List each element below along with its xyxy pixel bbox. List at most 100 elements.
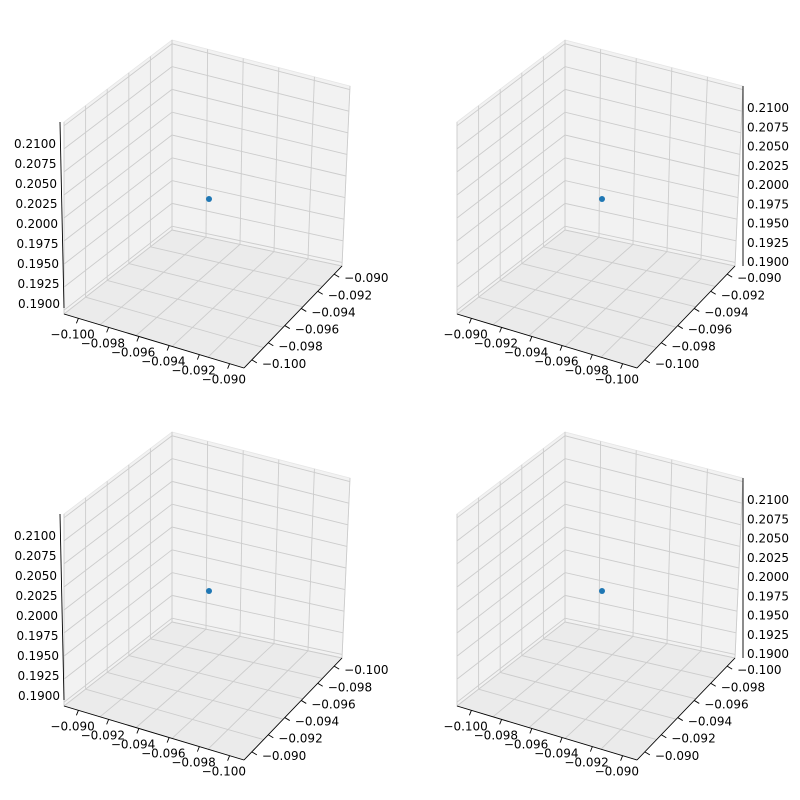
subplot-2: −0.090−0.092−0.094−0.096−0.098−0.100−0.1…: [443, 39, 789, 387]
y-tick-label: −0.098: [278, 340, 322, 354]
x-tick-label: −0.092: [564, 756, 608, 770]
x-tick-label: −0.098: [564, 364, 608, 378]
y-tick-mark: [333, 665, 340, 670]
x-axis-line: [63, 705, 245, 761]
data-point: [599, 196, 605, 202]
z-grid-line: [456, 225, 736, 311]
floor-grid-line: [543, 638, 716, 679]
y-tick-label: −0.094: [688, 715, 732, 729]
y-tick-mark: [301, 700, 307, 704]
x-tick-label: −0.090: [443, 327, 487, 341]
floor-grid-line: [492, 236, 600, 326]
z-grid-line: [63, 88, 349, 173]
x-tick-mark: [499, 327, 503, 333]
floor-grid-line: [171, 643, 275, 739]
x-tick-label: −0.090: [202, 373, 246, 387]
z-tick-label: 0.2000: [16, 217, 58, 231]
floor-grid-line: [528, 636, 634, 728]
z-grid-line: [456, 202, 737, 288]
y-tick-label: −0.094: [704, 305, 748, 319]
y-tick-mark: [710, 290, 716, 295]
y-tick-label: −0.094: [311, 305, 355, 319]
x-tick-mark: [620, 755, 624, 761]
x-tick-label: −0.092: [474, 336, 518, 350]
x-tick-mark: [136, 336, 140, 342]
data-point: [206, 588, 212, 594]
z-grid-line: [456, 503, 741, 588]
subplot-4: −0.100−0.098−0.096−0.094−0.092−0.090−0.0…: [443, 431, 789, 779]
x-tick-label: −0.094: [141, 355, 185, 369]
z-grid-line: [63, 480, 349, 565]
z-grid-line: [456, 66, 743, 150]
z-tick-label: 0.2000: [16, 609, 58, 623]
z-grid-line: [456, 111, 741, 196]
z-grid-line: [63, 157, 346, 242]
z-tick-label: 0.2075: [15, 549, 57, 563]
floor-grid-line: [528, 244, 634, 336]
x-tick-mark: [468, 710, 472, 716]
x-tick-mark: [196, 746, 200, 752]
y-axis-line: [243, 265, 343, 369]
y-tick-mark: [726, 273, 733, 278]
z-grid-line: [456, 458, 743, 542]
y-tick-mark: [661, 734, 667, 739]
x-tick-label: −0.100: [202, 765, 246, 779]
y-tick-label: −0.090: [344, 271, 388, 285]
x-tick-mark: [106, 719, 110, 725]
y-tick-mark: [644, 359, 651, 364]
floor-grid-line: [150, 638, 323, 679]
y-tick-label: −0.100: [344, 663, 388, 677]
y-tick-mark: [677, 325, 683, 329]
y-axis-line: [636, 657, 736, 761]
x-tick-label: −0.090: [50, 719, 94, 733]
y-tick-mark: [317, 682, 323, 687]
floor-grid-line: [85, 688, 264, 741]
z-tick-label: 0.1925: [18, 669, 60, 683]
z-tick-label: 0.2025: [16, 589, 58, 603]
z-grid-line: [456, 594, 737, 680]
z-grid-line: [63, 572, 345, 657]
floor-grid-line: [564, 621, 736, 659]
floor-grid-line: [99, 236, 207, 326]
y-axis-line: [243, 657, 343, 761]
z-tick-label: 0.1975: [17, 237, 59, 251]
y-axis-line: [636, 265, 736, 369]
y-tick-label: −0.098: [721, 680, 765, 694]
floor-grid-line: [478, 688, 657, 741]
y-tick-label: −0.096: [311, 697, 355, 711]
z-grid-line: [63, 111, 348, 196]
floor-grid-line: [135, 636, 241, 728]
y-tick-label: −0.100: [262, 357, 306, 371]
y-tick-label: −0.100: [737, 663, 781, 677]
y-tick-mark: [661, 342, 667, 347]
x-tick-mark: [468, 318, 472, 324]
floor-grid-line: [171, 251, 275, 347]
x-tick-mark: [559, 737, 563, 743]
z-tick-label: 0.1950: [747, 217, 789, 231]
floor-grid-line: [128, 655, 303, 700]
z-tick-label: 0.2025: [747, 159, 789, 173]
y-tick-mark: [694, 700, 700, 704]
floor-grid-line: [456, 229, 566, 315]
x-tick-label: −0.094: [111, 737, 155, 751]
data-point: [206, 196, 212, 202]
z-grid-line: [456, 526, 740, 611]
z-grid-line: [456, 134, 740, 219]
x-tick-label: −0.098: [81, 336, 125, 350]
y-tick-label: −0.092: [671, 732, 715, 746]
z-tick-label: 0.2075: [15, 157, 57, 171]
z-grid-line: [456, 157, 739, 242]
x-tick-mark: [136, 728, 140, 734]
x-tick-label: −0.096: [534, 355, 578, 369]
floor-grid-line: [521, 263, 696, 308]
x-axis-line: [456, 705, 638, 761]
y-tick-label: −0.098: [671, 340, 715, 354]
floor-grid-line: [500, 671, 677, 720]
floor-grid-line: [63, 621, 173, 707]
x-tick-label: −0.100: [443, 719, 487, 733]
z-grid-line: [456, 572, 738, 657]
x-tick-label: −0.098: [171, 756, 215, 770]
x-tick-mark: [620, 363, 624, 369]
z-grid-line: [456, 43, 743, 127]
z-grid-line: [63, 549, 346, 634]
